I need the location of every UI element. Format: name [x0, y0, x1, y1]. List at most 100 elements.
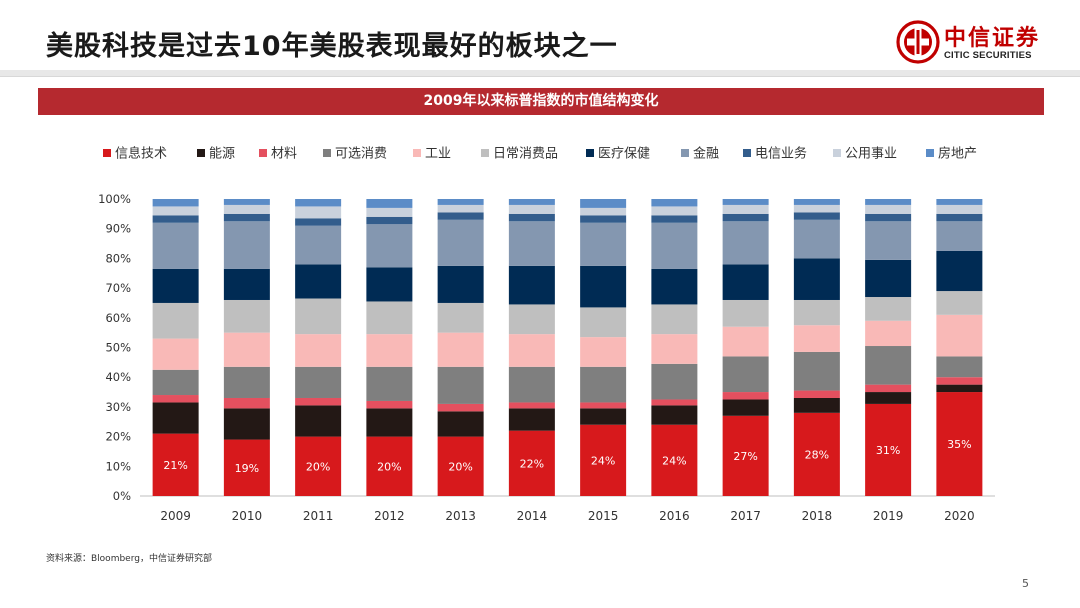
bar-segment: [366, 216, 413, 225]
bar-segment: [936, 213, 983, 222]
bar-segment: [295, 436, 342, 496]
bar-segment: [651, 304, 698, 335]
bar-segment: [223, 268, 270, 300]
chart-bars: 21% 19% 20% 20% 20% 22% 24% 24% 27% 28% 31% 35%: [152, 199, 983, 496]
bar-segment: [580, 402, 627, 409]
x-tick-label: 2017: [730, 509, 761, 523]
citic-emblem-icon: [896, 20, 940, 64]
y-tick-label: 90%: [105, 222, 131, 236]
y-tick-label: 40%: [105, 370, 131, 384]
bar-segment: [223, 213, 270, 222]
chart-legend: 信息技术 能源 材料 可选消费 工业 日常消费品 医疗保健 金融 电信业务 公用事业 房地产: [103, 146, 977, 162]
y-tick-label: 100%: [98, 192, 131, 206]
bar-segment: [223, 397, 270, 409]
bar-segment: [366, 366, 413, 401]
bar-segment: [580, 307, 627, 338]
bar-segment: [580, 222, 627, 266]
bar-segment: [722, 392, 769, 400]
bar-segment: [722, 356, 769, 393]
x-tick-label: 2020: [944, 509, 975, 523]
data-label: 20%: [448, 460, 472, 473]
bar-segment: [223, 439, 270, 496]
legend-label: 可选消费: [335, 147, 387, 162]
bar-segment: [437, 411, 484, 437]
legend-swatch: [413, 149, 421, 157]
legend-swatch: [481, 149, 489, 157]
bar-segment: [865, 199, 912, 205]
x-tick-label: 2015: [588, 509, 619, 523]
bar-segment: [651, 206, 698, 216]
stacked-bar-chart: 信息技术 能源 材料 可选消费 工业 日常消费品 医疗保健 金融 电信业务 公用事业 房地产 0% 1…: [98, 146, 995, 523]
y-tick-label: 30%: [105, 400, 131, 414]
bar-segment: [580, 366, 627, 403]
bar-segment: [366, 400, 413, 409]
bar-segment: [651, 424, 698, 496]
bar-segment: [437, 436, 484, 496]
chart-y-axis: 0% 10% 20% 30% 40% 50% 60% 70% 80% 90% 100%: [98, 192, 995, 503]
bar-segment: [152, 206, 199, 216]
bar-segment: [936, 199, 983, 205]
data-label: 22%: [520, 457, 544, 470]
bar-segment: [437, 199, 484, 205]
legend-swatch: [743, 149, 751, 157]
bar-segment: [152, 395, 199, 403]
bar-segment: [936, 291, 983, 315]
bar-segment: [223, 221, 270, 269]
bar-segment: [508, 402, 555, 409]
bar-segment: [865, 320, 912, 347]
bar-segment: [936, 250, 983, 292]
bar-segment: [437, 302, 484, 333]
bar-segment: [295, 199, 342, 207]
bar-segment: [295, 206, 342, 219]
legend-label: 能源: [209, 147, 235, 162]
bar-segment: [865, 346, 912, 385]
data-label: 19%: [235, 462, 259, 475]
logo-text-en: CITIC SECURITIES: [944, 50, 1032, 61]
bar-segment: [865, 213, 912, 222]
bar-segment: [152, 199, 199, 207]
bar-segment: [651, 405, 698, 425]
bar-segment: [865, 384, 912, 393]
bar-segment: [651, 215, 698, 223]
bar-segment: [366, 334, 413, 367]
logo-text-cn: 中信证券: [944, 26, 1041, 51]
bar-segment: [366, 224, 413, 268]
legend-label: 信息技术: [115, 146, 167, 162]
bar-segment: [580, 199, 627, 208]
bar-segment: [152, 222, 199, 269]
bar-segment: [580, 337, 627, 367]
legend-label: 材料: [271, 147, 297, 162]
bar-segment: [865, 221, 912, 260]
bar-segment: [152, 369, 199, 396]
bar-segment: [366, 408, 413, 437]
bar-segment: [722, 221, 769, 265]
x-tick-label: 2018: [802, 509, 833, 523]
x-tick-label: 2011: [303, 509, 334, 523]
bar-segment: [580, 408, 627, 425]
bar-segment: [508, 304, 555, 335]
bar-segment: [366, 436, 413, 496]
bar-segment: [295, 298, 342, 335]
bar-segment: [295, 218, 342, 226]
bar-segment: [722, 264, 769, 300]
bar-segment: [295, 397, 342, 406]
bar-segment: [936, 204, 983, 214]
bar-segment: [366, 267, 413, 302]
data-label: 21%: [163, 459, 187, 472]
data-label: 31%: [876, 444, 900, 457]
bar-segment: [793, 412, 840, 496]
bar-segment: [865, 403, 912, 496]
page-title: 美股科技是过去10年美股表现最好的板块之一: [46, 31, 618, 62]
y-tick-label: 0%: [113, 489, 131, 503]
legend-swatch: [197, 149, 205, 157]
legend-label: 金融: [693, 146, 719, 162]
x-tick-label: 2009: [160, 509, 191, 523]
bar-segment: [865, 297, 912, 321]
bar-segment: [651, 334, 698, 364]
data-label: 35%: [947, 438, 971, 451]
bar-segment: [366, 199, 413, 208]
bar-segment: [437, 219, 484, 266]
bar-segment: [580, 215, 627, 223]
bar-segment: [793, 219, 840, 259]
bar-segment: [651, 399, 698, 406]
